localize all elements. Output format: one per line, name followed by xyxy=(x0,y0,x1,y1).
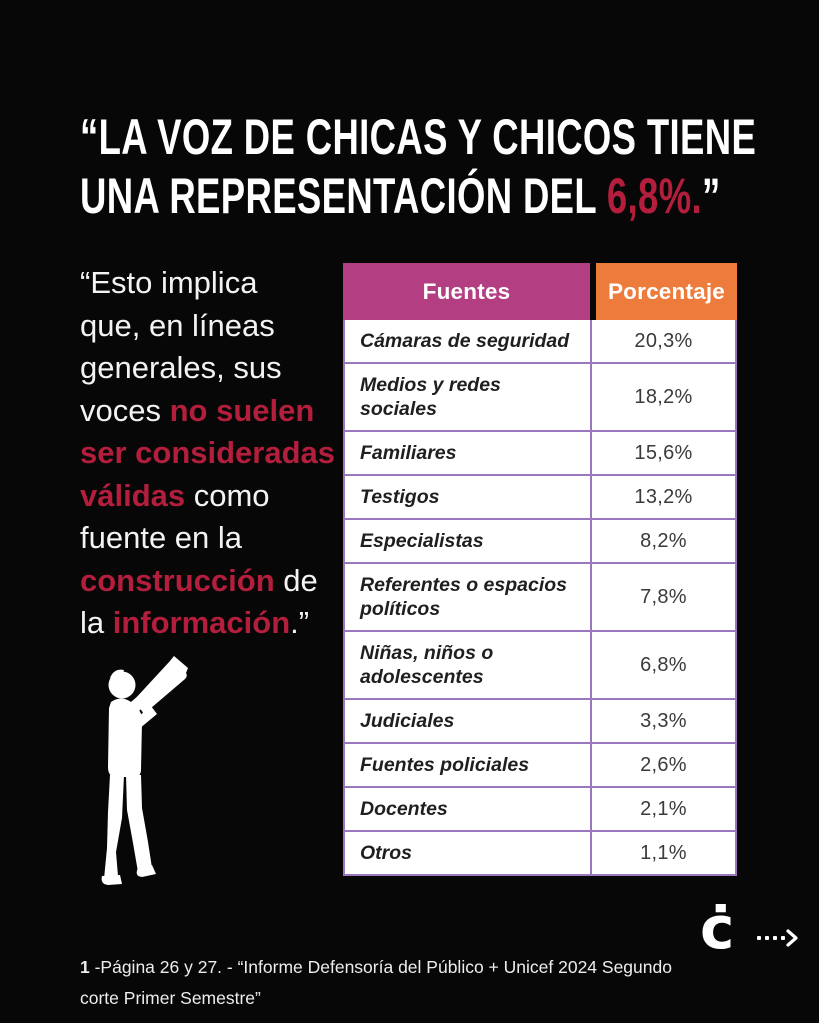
percentage-cell: 20,3% xyxy=(634,329,693,352)
quote-line: construcción de xyxy=(80,560,335,603)
table-header-porcentaje: Porcentaje xyxy=(596,263,737,320)
footnote-marker: 1 xyxy=(80,956,90,977)
percentage-cell: 15,6% xyxy=(634,441,693,464)
table-row: Fuentes policiales 2,6% xyxy=(345,742,735,786)
quote-line: generales, sus xyxy=(80,347,335,390)
quote-line: fuente en la xyxy=(80,517,335,560)
footnote-text: -Página 26 y 27. - “Informe Defensoría d… xyxy=(80,956,672,1008)
title-line-2: UNA REPRESENTACIÓN DEL 6,8%.” xyxy=(80,167,756,226)
table-row: Docentes 2,1% xyxy=(345,786,735,830)
source-name-cell: Fuentes policiales xyxy=(345,744,592,786)
footnote: 1 -Página 26 y 27. - “Informe Defensoría… xyxy=(80,952,680,1014)
percentage-cell: 7,8% xyxy=(640,585,687,608)
person-with-megaphone-icon xyxy=(101,656,188,885)
percentage-cell: 2,1% xyxy=(640,797,687,820)
table-row: Judiciales 3,3% xyxy=(345,698,735,742)
brand-logo: ċ xyxy=(700,894,735,962)
quote-segment: información xyxy=(112,605,291,640)
source-name-cell: Especialistas xyxy=(345,520,592,562)
sources-table: Fuentes Porcentaje Cámaras de seguridad 2… xyxy=(343,263,737,876)
source-name-cell: Medios y redes sociales xyxy=(345,364,592,430)
page-title: “LA VOZ DE CHICAS Y CHICOS TIENE UNA REP… xyxy=(80,108,756,226)
quote-segment: la xyxy=(80,605,113,640)
table-row: Niñas, niños o adolescentes 6,8% xyxy=(345,630,735,698)
title-highlight: 6,8%. xyxy=(606,167,703,224)
quote-segment: “Esto implica xyxy=(80,265,258,300)
quote-segment: ser consideradas xyxy=(80,435,336,470)
table-header-row: Fuentes Porcentaje xyxy=(343,263,737,320)
title-text: “LA VOZ DE CHICAS Y CHICOS TIENE xyxy=(80,108,757,165)
table-row: Referentes o espacios políticos 7,8% xyxy=(345,562,735,630)
quote-segment: que, en líneas xyxy=(80,307,275,343)
quote-line: la información.” xyxy=(80,602,335,645)
percentage-cell: 13,2% xyxy=(634,485,693,508)
table-body: Cámaras de seguridad 20,3% Medios y redes … xyxy=(343,320,737,876)
quote-line: “Esto implica xyxy=(80,262,335,305)
title-text: UNA REPRESENTACIÓN DEL xyxy=(80,167,607,224)
source-name-cell: Familiares xyxy=(345,432,592,474)
source-name-cell: Niñas, niños o adolescentes xyxy=(345,632,592,698)
table-header-fuentes: Fuentes xyxy=(343,263,590,320)
percentage-cell: 8,2% xyxy=(640,529,687,552)
percentage-cell: 18,2% xyxy=(634,385,693,408)
quote-line: válidas como xyxy=(80,475,335,518)
source-name-cell: Judiciales xyxy=(345,700,592,742)
title-line-1: “LA VOZ DE CHICAS Y CHICOS TIENE xyxy=(80,108,756,167)
table-row: Familiares 15,6% xyxy=(345,430,735,474)
quote-segment: de xyxy=(274,562,318,598)
quote-paragraph: “Esto implica que, en líneas generales, su… xyxy=(80,262,335,645)
table-row: Cámaras de seguridad 20,3% xyxy=(345,320,735,362)
quote-segment: como xyxy=(185,477,270,513)
percentage-cell: 1,1% xyxy=(640,841,687,864)
quote-segment: válidas xyxy=(80,477,186,513)
quote-segment: no suelen xyxy=(169,392,315,428)
percentage-cell: 2,6% xyxy=(640,753,687,776)
table-row: Otros 1,1% xyxy=(345,830,735,874)
next-arrow-icon[interactable] xyxy=(757,929,799,947)
quote-segment: fuente en la xyxy=(80,520,243,555)
quote-line: voces no suelen xyxy=(80,390,335,433)
quote-line: que, en líneas xyxy=(80,305,335,348)
source-name-cell: Referentes o espacios políticos xyxy=(345,564,592,630)
source-name-cell: Otros xyxy=(345,832,592,874)
quote-line: ser consideradas xyxy=(80,432,335,475)
quote-segment: generales, sus xyxy=(80,350,282,385)
table-row: Especialistas 8,2% xyxy=(345,518,735,562)
quote-segment: construcción xyxy=(80,562,275,598)
percentage-cell: 6,8% xyxy=(640,653,687,676)
title-text: ” xyxy=(702,167,721,224)
quote-segment: .” xyxy=(290,605,310,640)
percentage-cell: 3,3% xyxy=(640,709,687,732)
quote-segment: voces xyxy=(80,392,170,428)
source-name-cell: Cámaras de seguridad xyxy=(345,320,592,362)
source-name-cell: Docentes xyxy=(345,788,592,830)
table-row: Medios y redes sociales 18,2% xyxy=(345,362,735,430)
source-name-cell: Testigos xyxy=(345,476,592,518)
table-row: Testigos 13,2% xyxy=(345,474,735,518)
